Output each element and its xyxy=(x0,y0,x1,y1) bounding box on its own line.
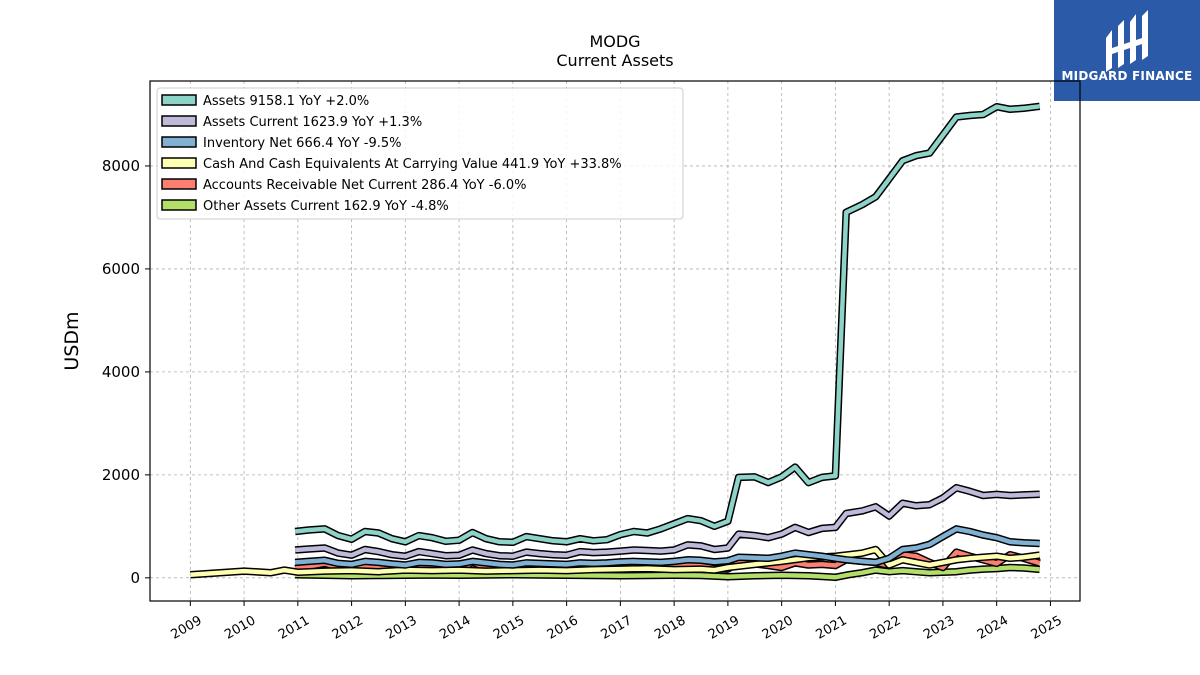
brand-name: MIDGARD FINANCE xyxy=(1061,69,1193,83)
series-line xyxy=(190,545,1041,579)
legend-swatch xyxy=(161,178,197,190)
legend-swatch xyxy=(161,157,197,169)
x-tick-label: 2021 xyxy=(814,613,850,643)
x-tick-label: 2010 xyxy=(222,613,258,643)
series-line-fill xyxy=(294,104,1040,545)
series-line-fill xyxy=(190,547,1040,577)
x-tick-label: 2019 xyxy=(706,613,742,643)
y-tick-label: 4000 xyxy=(102,363,140,381)
legend-entry-label: Assets 9158.1 YoY +2.0% xyxy=(203,94,369,109)
x-tick-label: 2017 xyxy=(599,613,635,643)
legend-entry-label: Other Assets Current 162.9 YoY -4.8% xyxy=(203,199,449,214)
x-tick-label: 2015 xyxy=(491,613,527,643)
x-tick-label: 2011 xyxy=(276,613,312,643)
legend-entry-label: Assets Current 1623.9 YoY +1.3% xyxy=(203,115,422,130)
y-tick-label: 2000 xyxy=(102,466,140,484)
legend-entry-label: Cash And Cash Equivalents At Carrying Va… xyxy=(203,157,622,172)
chart-title-line: MODG xyxy=(589,32,641,51)
legend-swatch xyxy=(161,136,197,148)
x-tick-label: 2014 xyxy=(437,613,473,643)
plot-frame xyxy=(149,80,1081,602)
y-tick-label: 0 xyxy=(130,569,140,587)
series-line xyxy=(294,483,1040,560)
x-tick-label: 2009 xyxy=(168,613,204,643)
legend-swatch xyxy=(161,94,197,106)
x-tick-label: 2020 xyxy=(760,613,796,643)
series-line-fill xyxy=(294,526,1040,568)
legend-box xyxy=(156,87,684,220)
y-tick-label: 6000 xyxy=(102,260,140,278)
x-tick-label: 2013 xyxy=(384,613,420,643)
grid-layer xyxy=(150,81,1080,601)
brand-mark-icon xyxy=(1106,10,1148,72)
legend-entry-label: Accounts Receivable Net Current 286.4 Yo… xyxy=(203,178,526,193)
x-tick-label: 2012 xyxy=(330,613,366,643)
series-line-fill xyxy=(294,485,1040,559)
x-tick-label: 2022 xyxy=(867,613,903,643)
y-axis-label: USDm xyxy=(61,311,83,370)
brand-logo: MIDGARD FINANCE xyxy=(1054,0,1200,101)
series-layer xyxy=(190,102,1041,582)
legend-swatch xyxy=(161,115,197,127)
x-tick-label: 2025 xyxy=(1029,613,1065,643)
legend: Assets 9158.1 YoY +2.0% Assets Current 16… xyxy=(156,87,684,220)
x-tick-label: 2018 xyxy=(652,613,688,643)
series-line xyxy=(294,102,1041,547)
series-line-fill xyxy=(295,565,1040,580)
series-line xyxy=(294,525,1040,569)
series-line xyxy=(295,563,1041,582)
x-tick-label: 2024 xyxy=(975,613,1011,643)
x-tick-label: 2016 xyxy=(545,613,581,643)
x-tick-label: 2023 xyxy=(921,613,957,643)
legend-swatch xyxy=(161,199,197,211)
legend-entry-label: Inventory Net 666.4 YoY -9.5% xyxy=(203,136,402,151)
y-tick-label: 8000 xyxy=(102,157,140,175)
chart-subtitle-line: Current Assets xyxy=(556,51,674,70)
chart-title: MODG Current Assets xyxy=(150,32,1080,70)
